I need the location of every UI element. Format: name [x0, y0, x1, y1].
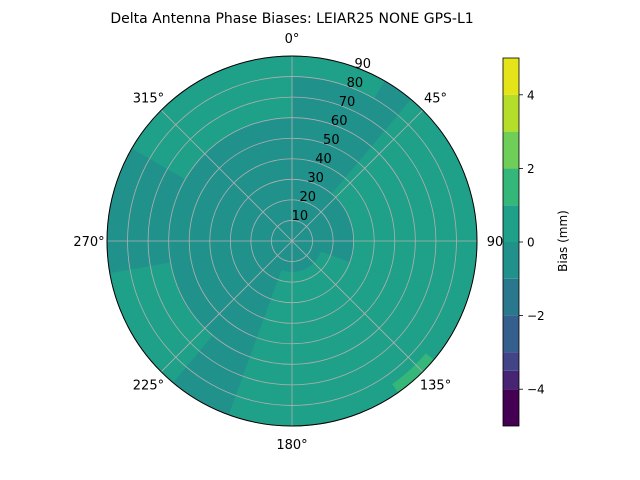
radial-tick-label-50: 50 — [323, 133, 340, 148]
colorbar-label: Bias (mm) — [556, 210, 570, 272]
angular-tick-label-270: 270° — [73, 235, 104, 250]
colorbar-band-7 — [503, 168, 519, 206]
radial-tick-label-70: 70 — [339, 95, 356, 110]
angular-tick-label-225: 225° — [133, 379, 164, 394]
colorbar-band-5 — [503, 242, 519, 279]
field-region-0 — [131, 56, 292, 180]
radial-tick-label-40: 40 — [315, 152, 332, 167]
angular-tick-labels: 0° 45° 90 135° 180° 225° 270° 315° — [73, 32, 503, 453]
angular-tick-label-0: 0° — [285, 32, 300, 47]
field-region-5 — [392, 353, 434, 393]
angular-gridline-135 — [291, 240, 424, 373]
colorbar: −4 −2 0 2 4 — [502, 57, 545, 427]
colorbar-tick-label-2: 2 — [527, 162, 535, 176]
polar-grid — [106, 55, 478, 427]
colorbar-band-9 — [503, 94, 519, 132]
radial-tick-label-90: 90 — [355, 57, 372, 72]
radial-tick-label-20: 20 — [299, 190, 316, 205]
colorbar-tick-label-0: 0 — [527, 236, 535, 250]
chart-title: Delta Antenna Phase Biases: LEIAR25 NONE… — [110, 11, 473, 27]
colorbar-band-1 — [503, 370, 519, 390]
angular-tick-label-45: 45° — [424, 91, 447, 106]
radial-tick-labels: 10 20 30 40 50 60 70 80 90 — [292, 57, 371, 224]
radial-tick-label-10: 10 — [292, 209, 309, 224]
radial-tick-label-60: 60 — [331, 114, 348, 129]
colorbar-band-0 — [503, 389, 519, 426]
colorbar-tick-label--2: −2 — [527, 309, 545, 323]
field-region-1 — [292, 56, 385, 99]
radial-tick-label-80: 80 — [347, 76, 364, 91]
radial-tick-label-30: 30 — [307, 171, 324, 186]
colorbar-band-6 — [503, 205, 519, 242]
angular-tick-label-315: 315° — [133, 91, 164, 106]
angular-gridline-45 — [291, 109, 424, 242]
field-region-2 — [331, 99, 477, 305]
colorbar-tick-label-4: 4 — [527, 88, 535, 102]
angular-tick-label-135: 135° — [420, 379, 451, 394]
angular-tick-label-90: 90 — [487, 235, 504, 250]
colorbar-tick-label--4: −4 — [527, 383, 545, 397]
polar-frame — [106, 55, 478, 427]
colorbar-band-10 — [503, 58, 519, 95]
colorbar-band-2 — [503, 352, 519, 371]
angular-gridline-315 — [160, 109, 293, 242]
colorbar-band-3 — [503, 315, 519, 353]
angular-gridline-225 — [160, 240, 293, 373]
colorbar-band-8 — [503, 131, 519, 169]
angular-tick-label-180: 180° — [276, 438, 307, 453]
colorbar-band-4 — [503, 278, 519, 316]
